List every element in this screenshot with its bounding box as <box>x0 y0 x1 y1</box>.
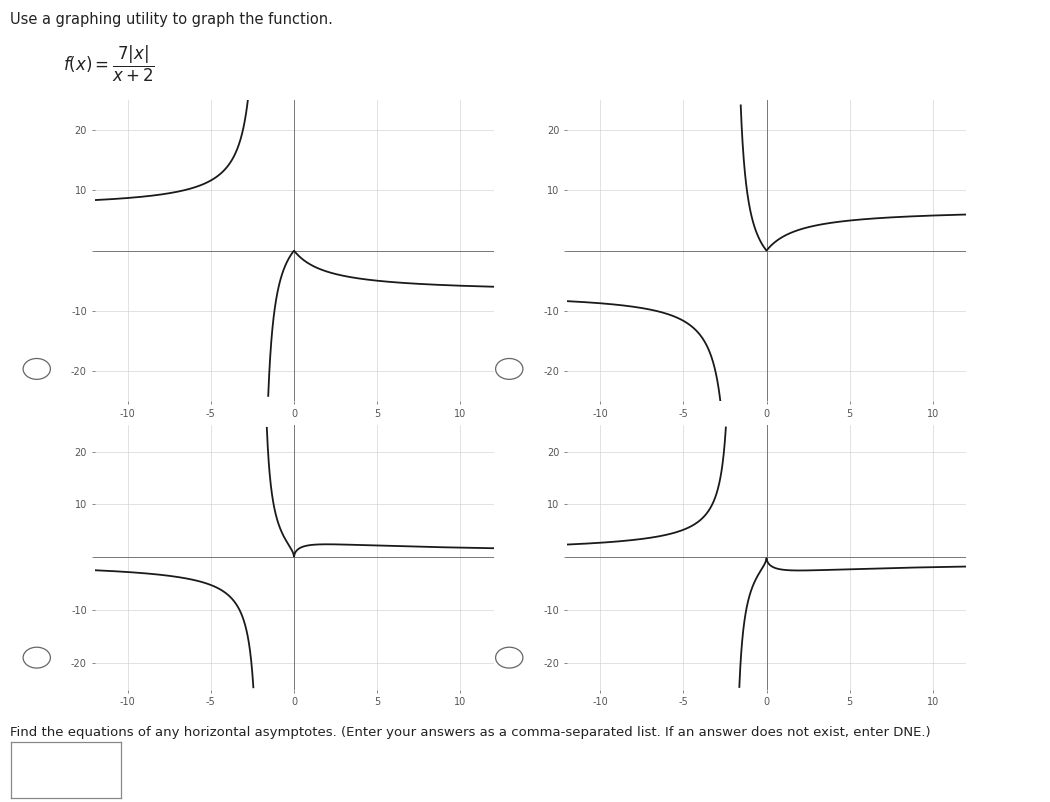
Text: $f(x) = \dfrac{7|x|}{x+2}$: $f(x) = \dfrac{7|x|}{x+2}$ <box>63 44 155 84</box>
Text: Find the equations of any horizontal asymptotes. (Enter your answers as a comma-: Find the equations of any horizontal asy… <box>10 726 931 739</box>
Text: Use a graphing utility to graph the function.: Use a graphing utility to graph the func… <box>10 12 334 27</box>
